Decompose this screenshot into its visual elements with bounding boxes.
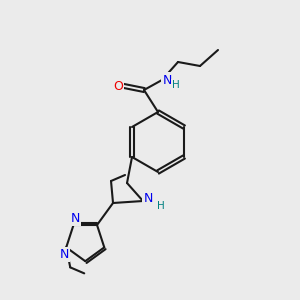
Text: O: O [113,80,123,92]
Text: N: N [143,193,153,206]
Text: H: H [157,201,165,211]
Text: N: N [60,248,69,261]
Text: H: H [172,80,180,90]
Text: N: N [162,74,172,86]
Text: N: N [71,212,80,224]
